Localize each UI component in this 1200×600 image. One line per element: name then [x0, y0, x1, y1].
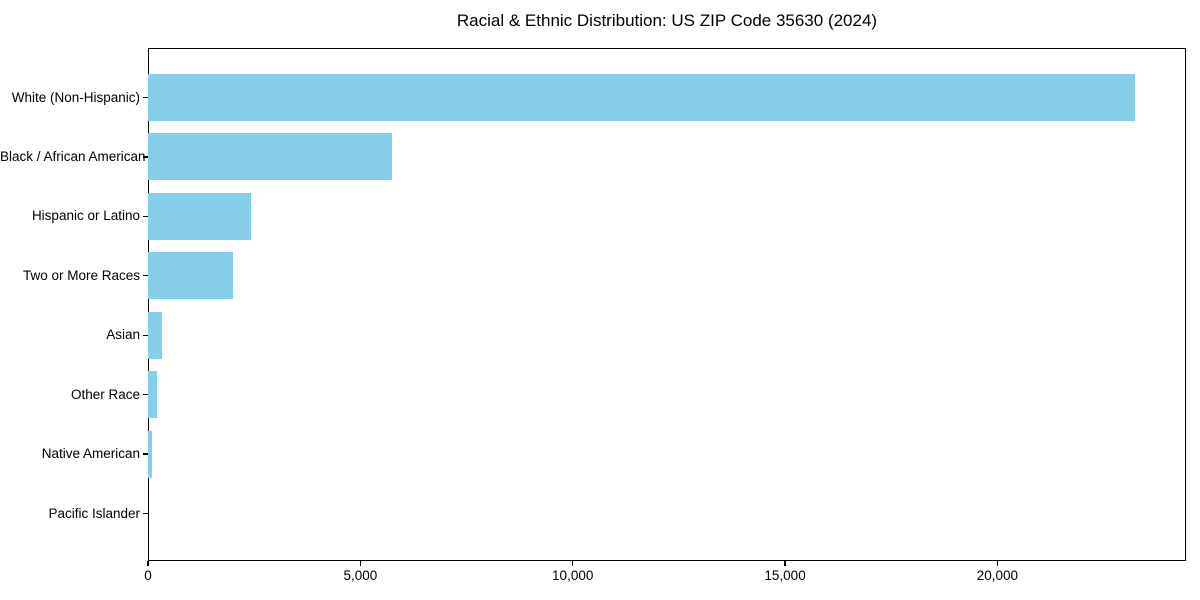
- x-tick-label: 0: [144, 568, 152, 583]
- bar: [148, 74, 1136, 121]
- y-tick-label: Two or More Races: [22, 267, 140, 283]
- y-tick-mark: [143, 453, 148, 455]
- y-tick-mark: [143, 156, 148, 158]
- y-tick-label: White (Non-Hispanic): [11, 89, 140, 105]
- y-tick-mark: [143, 334, 148, 336]
- y-tick-mark: [143, 96, 148, 99]
- y-tick-label: Asian: [106, 327, 140, 343]
- bar: [148, 311, 162, 359]
- y-tick-label: Pacific Islander: [48, 505, 140, 521]
- y-tick-mark: [143, 215, 148, 217]
- x-tick-label: 20,000: [976, 568, 1019, 583]
- bar: [148, 192, 252, 240]
- x-tick-mark: [147, 561, 149, 566]
- x-tick-label: 5,000: [343, 568, 378, 583]
- bar: [148, 430, 152, 478]
- y-tick-mark: [143, 394, 148, 396]
- chart-title: Racial & Ethnic Distribution: US ZIP Cod…: [456, 11, 878, 30]
- y-tick-label: Native American: [41, 446, 140, 462]
- bar: [148, 371, 157, 419]
- y-tick-mark: [143, 512, 148, 515]
- y-tick-label: Hispanic or Latino: [31, 208, 140, 224]
- plot-area: [148, 48, 1186, 561]
- y-tick-label: Black / African American: [0, 148, 146, 164]
- y-tick-mark: [143, 275, 148, 277]
- y-tick-label: Other Race: [70, 386, 140, 402]
- bar: [148, 252, 233, 300]
- x-tick-label: 10,000: [552, 568, 594, 583]
- x-tick-mark: [572, 561, 574, 566]
- x-tick-label: 15,000: [764, 568, 806, 583]
- x-tick-mark: [359, 561, 361, 566]
- bar: [148, 133, 393, 181]
- x-tick-mark: [996, 561, 998, 566]
- x-tick-mark: [784, 561, 786, 566]
